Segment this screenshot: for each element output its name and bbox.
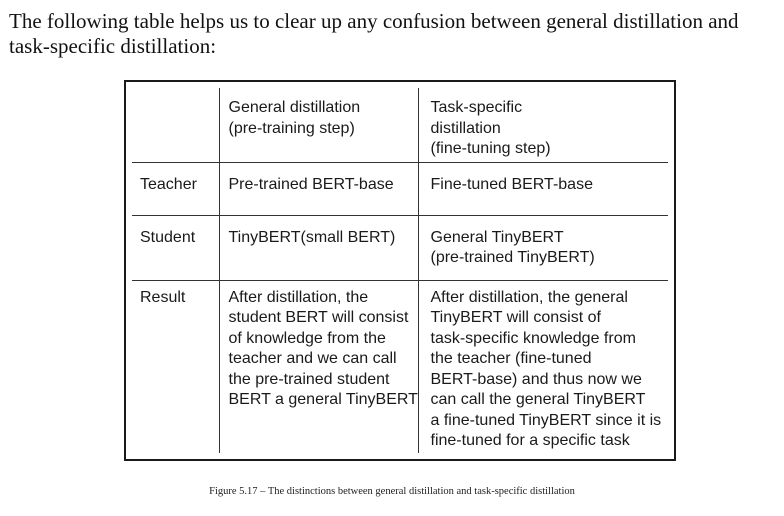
row-label-cell: Teacher (132, 161, 220, 216)
general-cell: After distillation, the student BERT wil… (218, 279, 419, 453)
task-cell-text: (pre-trained TinyBERT) (430, 249, 595, 266)
header-cell-task-specific-distillation: Task-specific distillation (fine-tuning … (417, 88, 668, 163)
task-cell-text: Fine-tuned BERT-base (430, 175, 593, 193)
comparison-table-frame: General distillation (pre-training step)… (124, 80, 676, 461)
task-cell: General TinyBERT (pre-trained TinyBERT) (417, 214, 668, 281)
intro-line-2: task-specific distillation: (9, 34, 217, 58)
row-label-teacher: Teacher (140, 175, 197, 193)
table-row-result: Result After distillation, the student B… (132, 279, 668, 453)
header-cell-general-distillation: General distillation (pre-training step) (218, 88, 419, 163)
task-cell-text: BERT-base) and thus now we (430, 370, 642, 388)
row-label-cell: Student (132, 214, 220, 281)
general-cell-text: the pre-trained student (228, 370, 390, 388)
row-label-cell: Result (132, 279, 220, 453)
intro-line-1: The following table helps us to clear up… (9, 9, 739, 33)
row-label-result: Result (140, 288, 186, 306)
general-cell-text: BERT a general TinyBERT (228, 391, 418, 408)
row-label-student: Student (140, 228, 196, 246)
task-cell-text: General TinyBERT (430, 228, 564, 246)
task-cell-text: fine-tuned for a specific task (430, 432, 630, 449)
general-cell-text: After distillation, the (228, 288, 369, 306)
general-cell: TinyBERT(small BERT) (218, 214, 419, 281)
task-cell: Fine-tuned BERT-base (417, 161, 668, 216)
general-cell-text: TinyBERT(small BERT) (228, 228, 396, 246)
header-general-line: General distillation (228, 99, 361, 116)
table-row-teacher: Teacher Pre-trained BERT-base Fine-tuned… (132, 161, 668, 216)
comparison-table: General distillation (pre-training step)… (132, 88, 668, 453)
general-cell-text: teacher and we can call (228, 350, 397, 367)
figure-caption: Figure 5.17 – The distinctions between g… (209, 486, 575, 497)
header-general-line: (pre-training step) (228, 119, 355, 137)
table-row-student: Student TinyBERT(small BERT) General Tin… (132, 214, 668, 281)
task-cell-text: task-specific knowledge from (430, 329, 636, 347)
header-task-line: distillation (430, 119, 501, 137)
general-cell-text: Pre-trained BERT-base (228, 175, 394, 193)
task-cell-text: TinyBERT will consist of (430, 309, 601, 326)
task-cell-text: a fine-tuned TinyBERT since it is (430, 411, 662, 429)
general-cell-text: student BERT will consist (228, 309, 409, 326)
header-task-line: (fine-tuning step) (430, 140, 551, 157)
task-cell-text: After distillation, the general (430, 288, 628, 306)
table-header-row: General distillation (pre-training step)… (132, 88, 668, 163)
header-task-line: Task-specific (430, 99, 523, 116)
general-cell-text: of knowledge from the (228, 329, 386, 347)
intro-paragraph: The following table helps us to clear up… (9, 9, 779, 59)
header-cell-empty (132, 88, 220, 163)
general-cell: Pre-trained BERT-base (218, 161, 419, 216)
task-cell-text: the teacher (fine-tuned (430, 350, 592, 367)
task-cell: After distillation, the general TinyBERT… (417, 279, 668, 453)
task-cell-text: can call the general TinyBERT (430, 391, 646, 408)
